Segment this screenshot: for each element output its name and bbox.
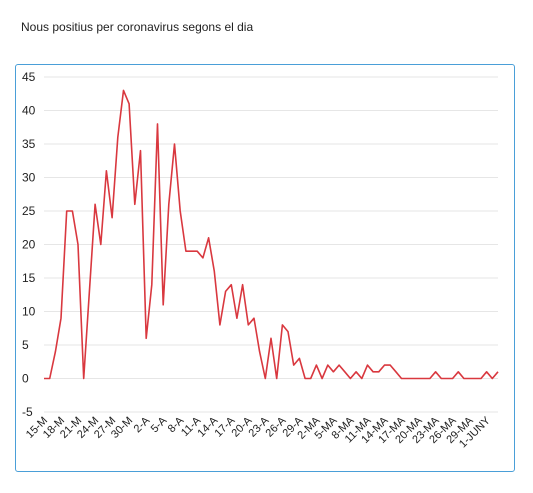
y-tick-label: 40	[22, 104, 36, 118]
y-tick-label: 20	[22, 238, 36, 252]
series-line	[44, 89, 499, 380]
y-tick-label: 15	[22, 271, 36, 285]
y-tick-label: 25	[22, 204, 36, 218]
y-tick-label: 30	[22, 171, 36, 185]
chart-title: Nous positius per coronavirus segons el …	[21, 20, 254, 34]
y-tick-label: -5	[22, 405, 33, 419]
chart-container	[15, 64, 515, 472]
y-tick-label: 10	[22, 305, 36, 319]
y-tick-label: 35	[22, 137, 36, 151]
y-tick-label: 0	[22, 372, 29, 386]
y-tick-label: 45	[22, 70, 36, 84]
y-tick-label: 5	[22, 338, 29, 352]
